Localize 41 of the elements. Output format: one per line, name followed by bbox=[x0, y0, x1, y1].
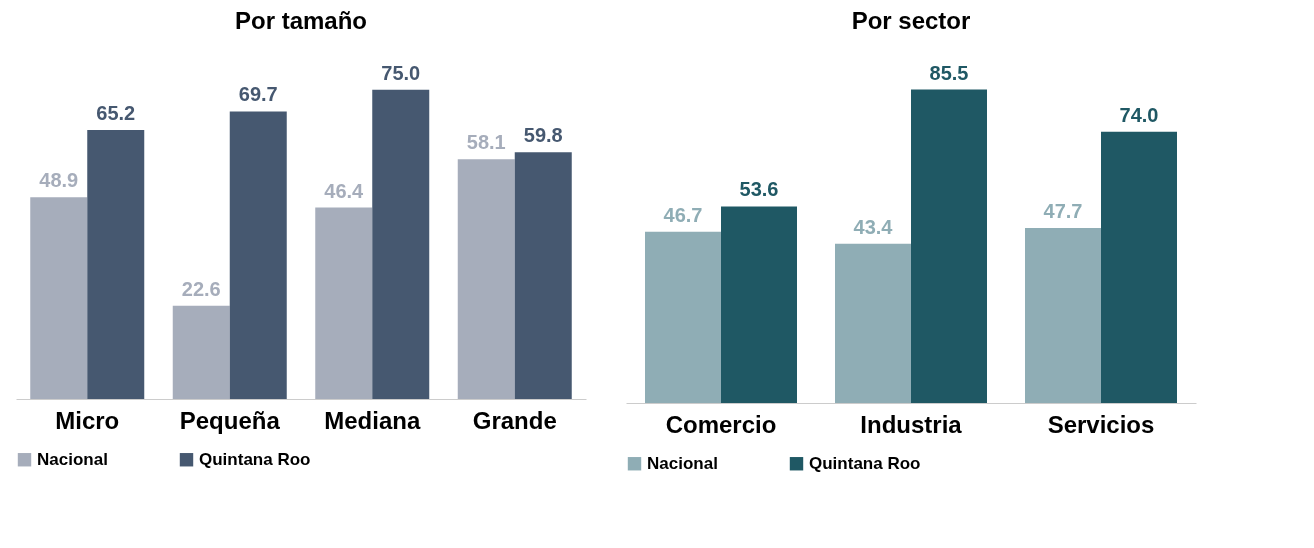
x-tick-label: Grande bbox=[472, 406, 557, 434]
bar bbox=[172, 305, 230, 399]
bar bbox=[835, 243, 911, 403]
bar bbox=[315, 207, 373, 399]
bar bbox=[372, 89, 430, 399]
bar bbox=[1025, 228, 1101, 403]
x-tick-label: Pequeña bbox=[179, 406, 281, 434]
data-label: 47.7 bbox=[1043, 200, 1083, 223]
data-label: 53.6 bbox=[739, 178, 779, 201]
bar bbox=[514, 152, 572, 399]
data-label: 22.6 bbox=[181, 277, 221, 300]
data-label: 85.5 bbox=[929, 61, 969, 84]
bar bbox=[1101, 131, 1177, 403]
data-label: 46.7 bbox=[663, 203, 703, 226]
legend-label: Nacional bbox=[37, 449, 108, 469]
data-label: 58.1 bbox=[466, 131, 506, 154]
bar bbox=[457, 159, 515, 399]
legend-label: Nacional bbox=[647, 453, 718, 473]
x-tick-label: Micro bbox=[55, 406, 120, 434]
data-label: 46.4 bbox=[324, 179, 365, 202]
data-label: 59.8 bbox=[523, 124, 563, 147]
x-tick-label: Servicios bbox=[1047, 410, 1155, 438]
bar bbox=[87, 130, 145, 399]
legend-label: Quintana Roo bbox=[809, 453, 921, 473]
bar bbox=[911, 89, 987, 403]
x-tick-label: Mediana bbox=[324, 406, 421, 434]
chart-title: Por sector bbox=[851, 6, 971, 34]
data-label: 48.9 bbox=[39, 169, 79, 192]
bar bbox=[30, 197, 88, 399]
x-tick-label: Comercio bbox=[665, 410, 777, 438]
data-label: 43.4 bbox=[853, 215, 894, 238]
chart-title: Por tamaño bbox=[234, 6, 368, 34]
bar bbox=[721, 206, 797, 403]
data-label: 74.0 bbox=[1119, 103, 1159, 126]
bar bbox=[645, 231, 721, 403]
legend-label: Quintana Roo bbox=[199, 449, 311, 469]
bar bbox=[229, 111, 287, 399]
data-label: 65.2 bbox=[96, 102, 136, 125]
x-tick-label: Industria bbox=[860, 410, 963, 438]
data-label: 75.0 bbox=[381, 61, 421, 84]
data-label: 69.7 bbox=[238, 83, 278, 106]
